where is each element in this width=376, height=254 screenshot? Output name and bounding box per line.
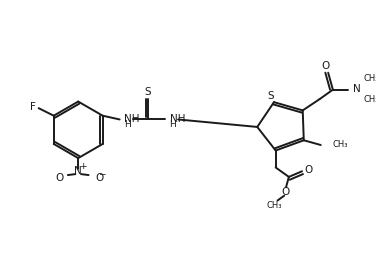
- Text: S: S: [268, 91, 274, 101]
- Text: F: F: [30, 102, 36, 112]
- Text: H: H: [124, 120, 131, 129]
- Text: CH₃: CH₃: [267, 201, 282, 210]
- Text: N: N: [353, 84, 361, 94]
- Text: −: −: [98, 170, 106, 179]
- Text: +: +: [79, 162, 87, 171]
- Text: NH: NH: [124, 114, 140, 123]
- Text: CH₃: CH₃: [363, 94, 376, 104]
- Text: O: O: [321, 61, 329, 71]
- Text: N: N: [74, 166, 82, 176]
- Text: S: S: [145, 87, 151, 97]
- Text: O: O: [95, 173, 103, 183]
- Text: O: O: [55, 173, 64, 183]
- Text: NH: NH: [170, 114, 185, 123]
- Text: CH₃: CH₃: [363, 74, 376, 83]
- Text: H: H: [170, 120, 176, 129]
- Text: O: O: [281, 187, 289, 197]
- Text: O: O: [305, 165, 313, 175]
- Text: CH₃: CH₃: [332, 140, 347, 150]
